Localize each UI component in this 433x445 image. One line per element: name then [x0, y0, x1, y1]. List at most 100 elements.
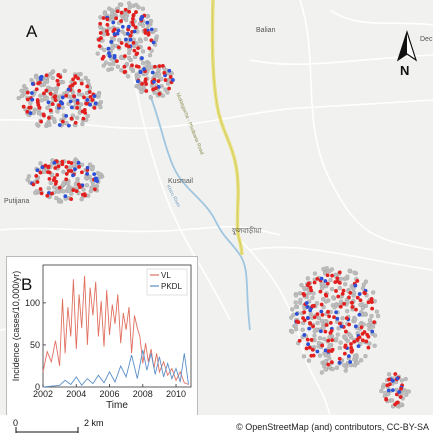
vl-case-point — [140, 82, 144, 86]
vl-case-point — [68, 84, 73, 89]
pkdl-case-point — [353, 283, 358, 288]
vl-case-point — [105, 17, 110, 22]
pkdl-case-point — [69, 105, 74, 110]
household-point — [61, 169, 66, 175]
pkdl-case-point — [38, 75, 43, 80]
household-point — [55, 189, 60, 194]
household-point — [36, 111, 42, 116]
vl-case-point — [39, 191, 44, 196]
vl-case-point — [323, 292, 328, 297]
north-arrow-icon — [396, 30, 418, 62]
series-line-vl — [42, 275, 189, 385]
household-point — [123, 14, 129, 20]
vl-case-point — [82, 95, 86, 100]
household-point — [52, 87, 57, 92]
chart-axes: 2002 2004 2006 2008 2010 0 50 100 Time Incidence … — [11, 264, 192, 411]
household-point — [102, 47, 107, 53]
vl-case-point — [56, 164, 61, 169]
vl-case-point — [132, 48, 137, 53]
household-point — [316, 315, 322, 321]
vl-case-point — [157, 92, 162, 96]
scale-bar-graphic — [15, 427, 79, 433]
vl-case-point — [69, 197, 74, 201]
vl-case-point — [333, 280, 338, 284]
vl-case-point — [50, 102, 55, 107]
vl-case-point — [50, 191, 54, 196]
household-point — [106, 67, 111, 72]
pkdl-case-point — [116, 28, 121, 33]
vl-case-point — [336, 294, 341, 299]
pkdl-case-point — [334, 310, 338, 315]
pkdl-case-point — [60, 101, 65, 106]
household-point — [31, 110, 37, 115]
vl-case-point — [311, 324, 315, 329]
household-point — [76, 92, 82, 97]
vl-case-point — [394, 400, 399, 405]
vl-case-point — [35, 98, 40, 102]
vl-case-point — [34, 87, 39, 92]
vl-case-point — [338, 304, 343, 309]
household-point — [342, 363, 347, 368]
household-point — [317, 335, 323, 341]
pkdl-case-point — [167, 68, 172, 73]
household-point — [134, 2, 139, 8]
household-point — [291, 312, 296, 317]
household-point — [327, 343, 332, 348]
pkdl-case-point — [111, 20, 116, 25]
household-point — [323, 299, 329, 304]
household-point — [102, 32, 107, 37]
pkdl-case-point — [106, 46, 111, 51]
vl-case-point — [123, 54, 127, 59]
pkdl-case-point — [356, 344, 361, 349]
vl-case-point — [122, 70, 127, 75]
pkdl-case-point — [40, 165, 45, 170]
household-point — [45, 105, 50, 110]
place-label-dec: Dec — [420, 36, 433, 43]
household-point — [329, 287, 335, 292]
vl-case-point — [385, 383, 390, 388]
y-axis-label: Incidence (cases/10,000/yr) — [11, 271, 21, 382]
household-point — [127, 1, 132, 6]
household-point — [372, 333, 378, 338]
pkdl-case-point — [30, 91, 34, 95]
vl-case-point — [46, 164, 51, 169]
incidence-chart-inset: B 2002 2004 2006 2008 2010 0 50 100 Time Incidenc… — [6, 256, 198, 415]
vl-case-point — [48, 108, 53, 113]
vl-case-point — [352, 339, 357, 344]
vl-case-point — [309, 338, 314, 342]
household-point — [147, 53, 153, 58]
pkdl-case-point — [323, 348, 328, 353]
household-point — [403, 376, 408, 382]
pkdl-case-point — [66, 87, 71, 92]
vl-case-point — [309, 288, 314, 293]
pkdl-case-point — [152, 80, 156, 84]
vl-case-point — [320, 312, 325, 317]
vl-case-point — [297, 338, 302, 343]
household-point — [54, 195, 59, 201]
vl-case-point — [363, 291, 367, 296]
vl-case-point — [318, 289, 323, 294]
vl-case-point — [79, 170, 84, 175]
vl-case-point — [60, 119, 65, 124]
x-tick-label: 2010 — [166, 389, 186, 399]
pkdl-case-point — [357, 312, 362, 317]
pkdl-case-point — [92, 172, 97, 177]
scale-end: 2 km — [84, 418, 104, 428]
vl-case-point — [38, 187, 43, 191]
vl-case-point — [326, 338, 331, 343]
household-point — [47, 122, 52, 128]
vl-case-point — [296, 320, 301, 325]
vl-case-point — [387, 377, 391, 382]
household-point — [60, 79, 66, 85]
household-point — [308, 311, 313, 317]
vl-case-point — [66, 168, 71, 173]
basemap[interactable]: A Balian Kusmail Putijana ফুলবাড়ীয়া De… — [0, 0, 433, 415]
vl-case-point — [136, 46, 140, 51]
household-point — [140, 6, 146, 11]
vl-case-point — [135, 51, 140, 56]
household-point — [146, 62, 152, 67]
household-point — [109, 11, 115, 17]
vl-case-point — [162, 71, 167, 75]
household-point — [321, 266, 326, 272]
